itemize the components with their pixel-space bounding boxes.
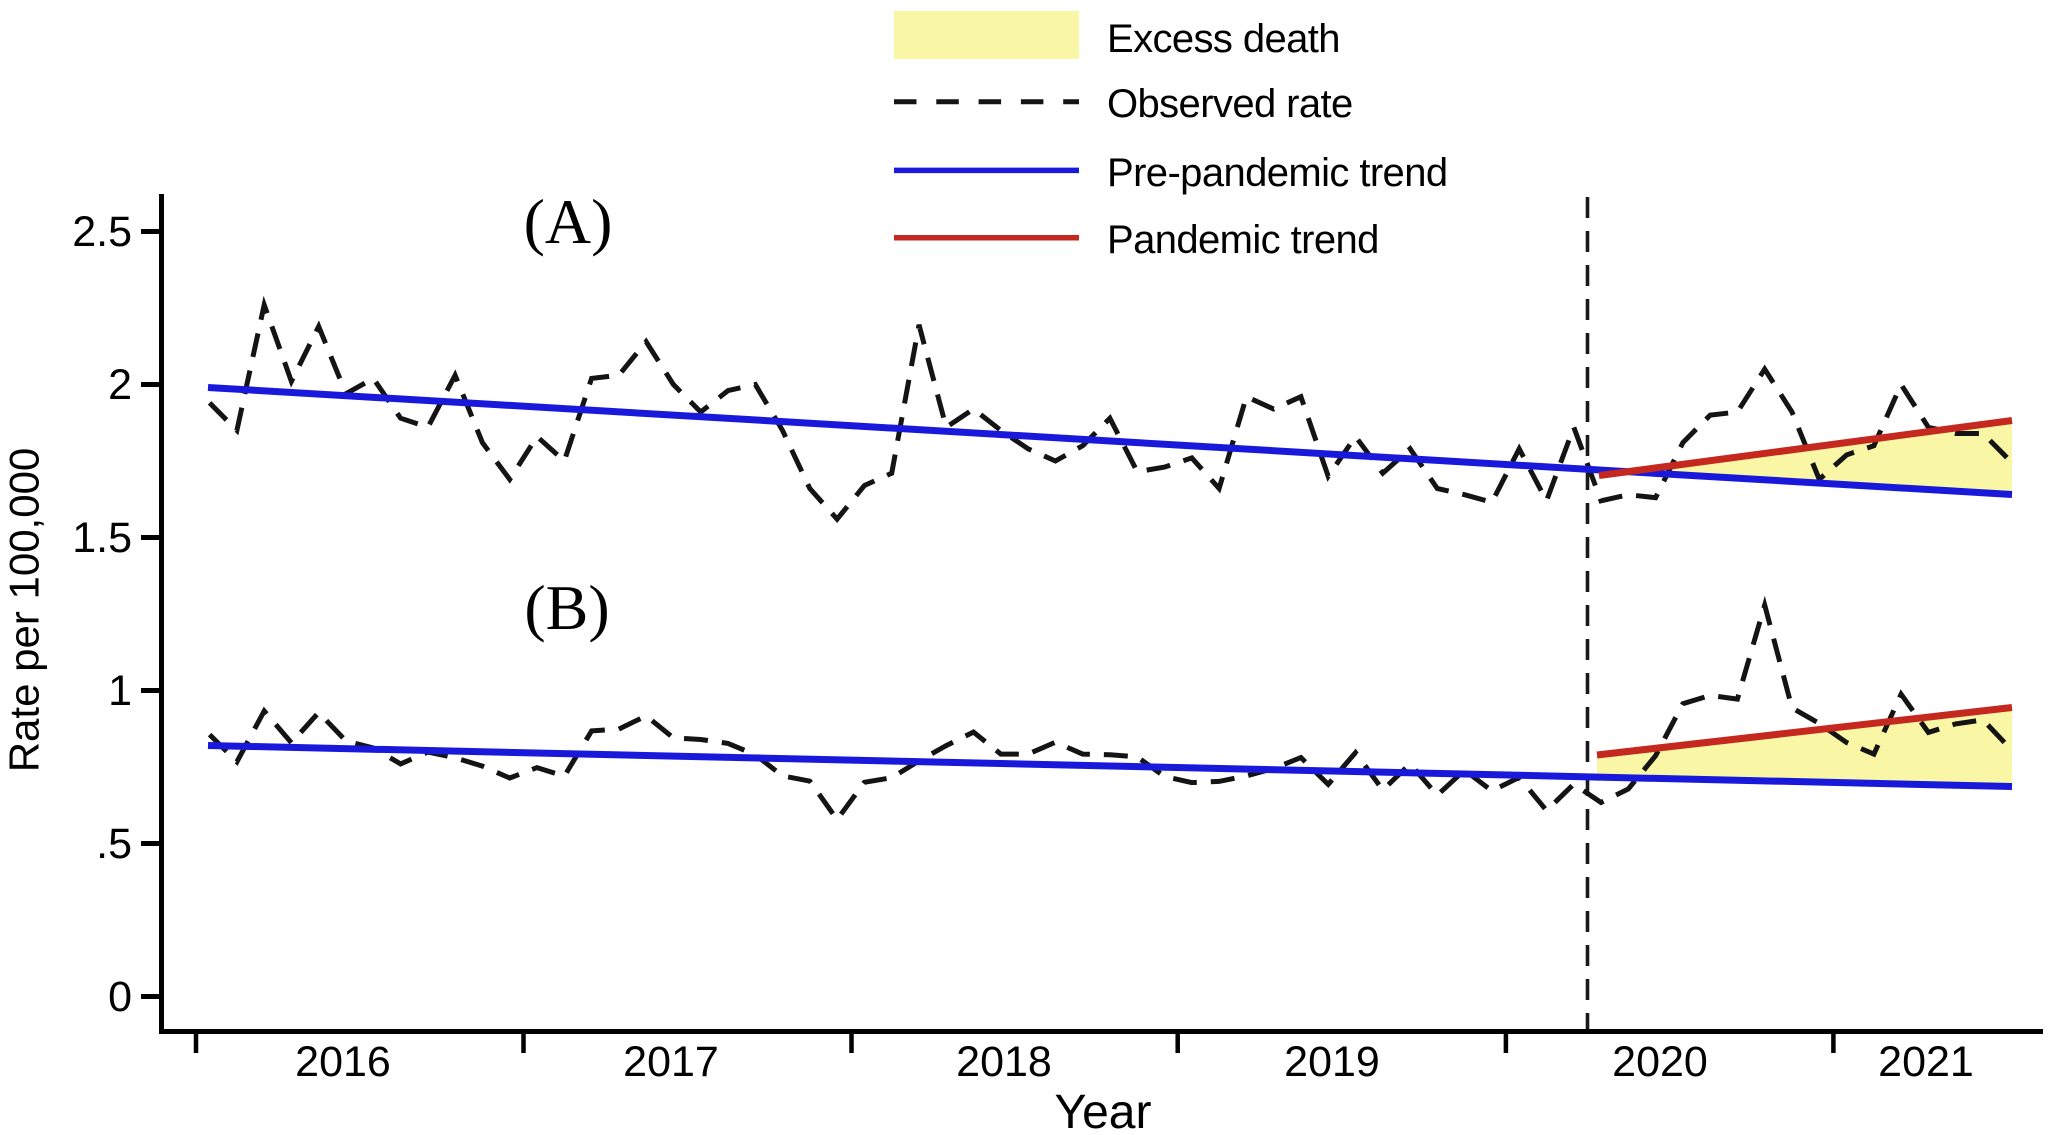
svg-text:Pre-pandemic trend: Pre-pandemic trend [1107, 151, 1448, 195]
svg-text:2016: 2016 [295, 1038, 391, 1086]
svg-text:.5: .5 [96, 820, 132, 868]
svg-text:Excess death: Excess death [1107, 17, 1340, 61]
svg-text:2017: 2017 [623, 1038, 719, 1086]
svg-text:Observed rate: Observed rate [1107, 82, 1353, 126]
svg-text:(A): (A) [524, 186, 613, 257]
svg-text:2019: 2019 [1284, 1038, 1380, 1086]
svg-text:Pandemic trend: Pandemic trend [1107, 218, 1379, 262]
svg-text:2018: 2018 [956, 1038, 1052, 1086]
svg-text:2: 2 [108, 361, 132, 409]
svg-text:Year: Year [1055, 1086, 1152, 1135]
svg-text:2020: 2020 [1612, 1038, 1708, 1086]
svg-text:(B): (B) [524, 572, 609, 643]
svg-text:1: 1 [108, 667, 132, 715]
svg-text:1.5: 1.5 [72, 514, 132, 562]
svg-text:0: 0 [108, 973, 132, 1021]
svg-text:Rate per 100,000: Rate per 100,000 [1, 448, 48, 773]
svg-text:2021: 2021 [1878, 1038, 1974, 1086]
svg-text:2.5: 2.5 [72, 208, 132, 256]
